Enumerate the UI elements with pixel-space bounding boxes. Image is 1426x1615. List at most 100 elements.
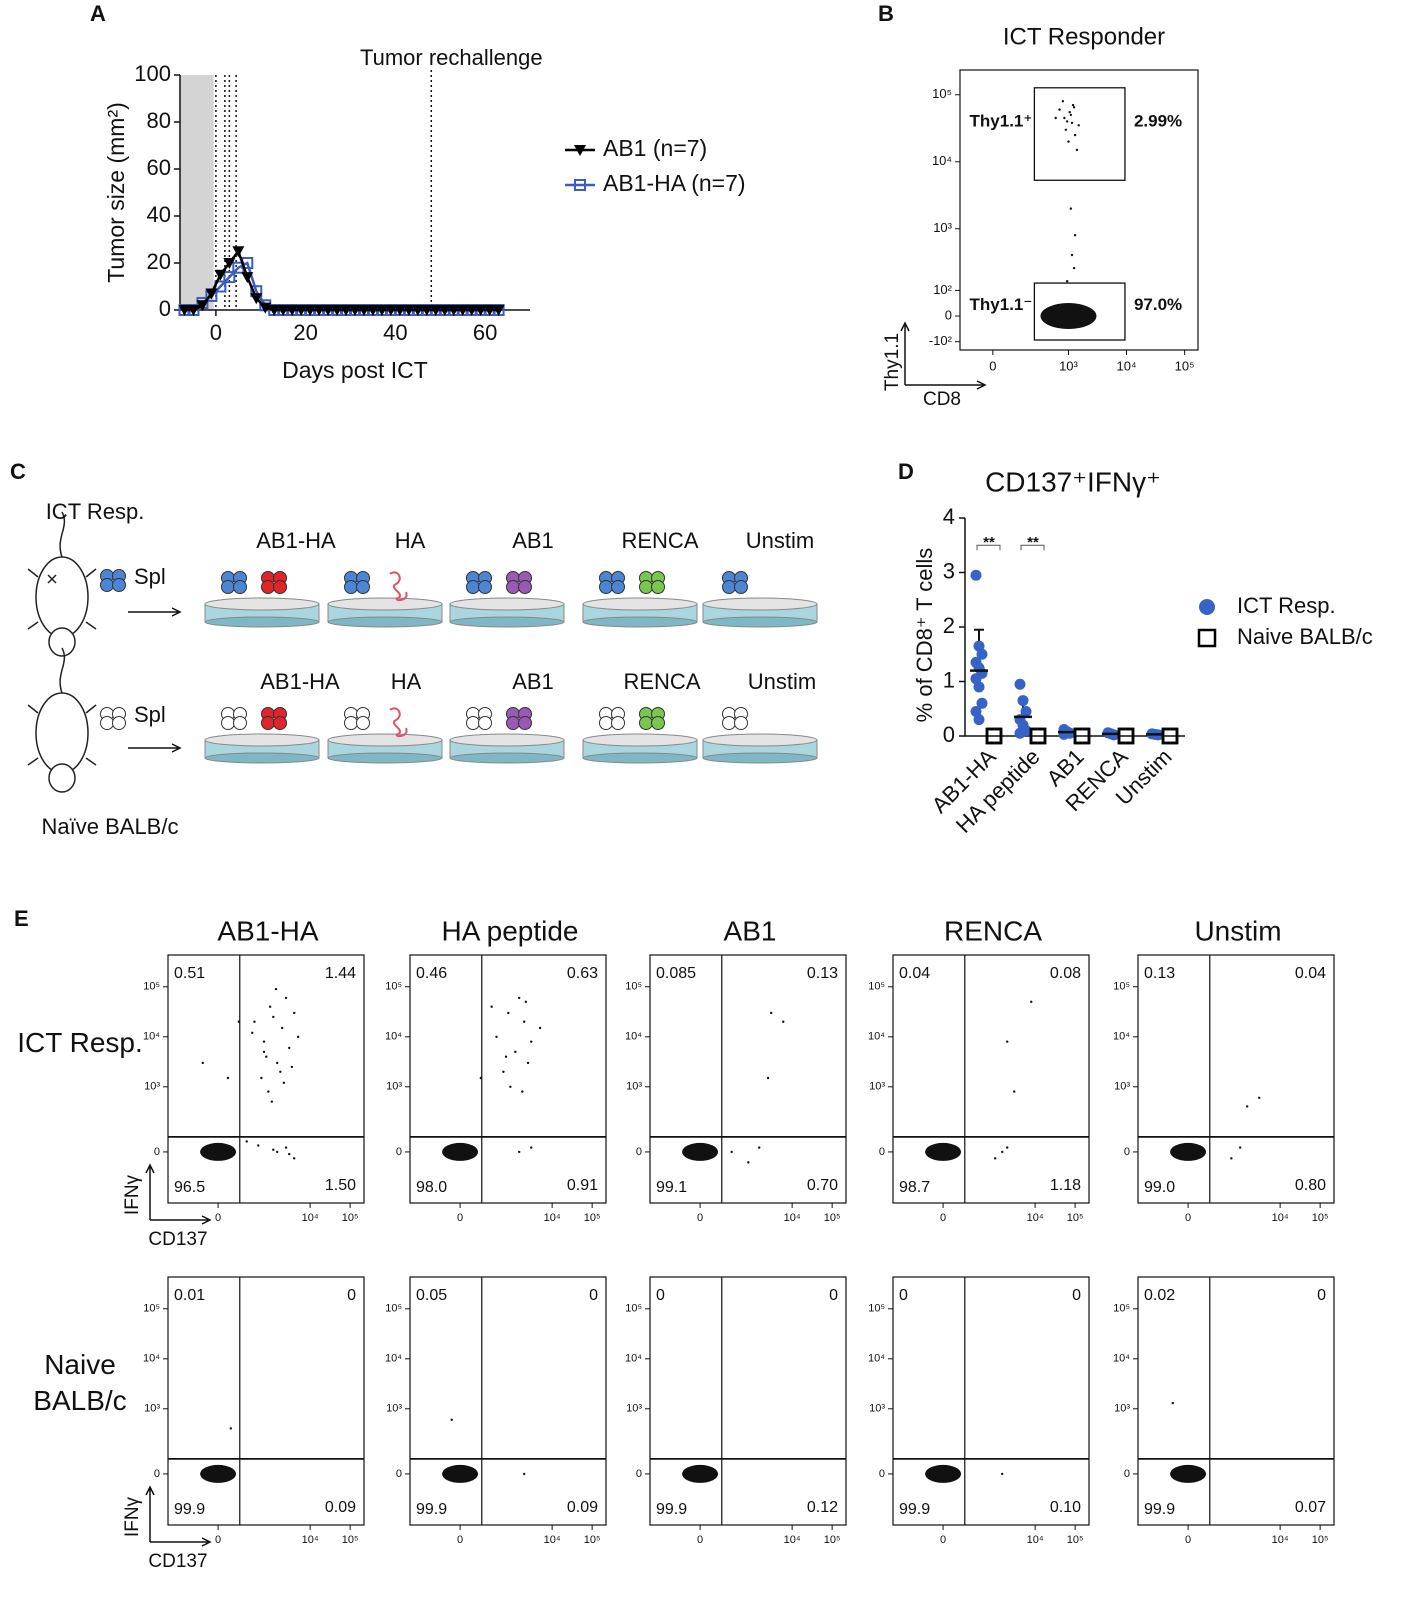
y-tick-label: 10⁵ [932, 86, 952, 101]
event [1067, 140, 1070, 143]
annotation: Tumor rechallenge [360, 45, 543, 70]
mouse-body [35, 692, 89, 774]
x-tick-label: 0 [697, 1212, 703, 1224]
x-tick-label: 0 [940, 1212, 946, 1224]
cell [344, 580, 358, 594]
event [201, 1061, 204, 1065]
arrow [128, 743, 182, 753]
y-tick-label: 10⁴ [625, 1353, 642, 1365]
plot-frame [1137, 1276, 1335, 1526]
y-tick-label: 10⁵ [143, 981, 160, 993]
y-tick-label: 20 [147, 249, 171, 274]
cell [112, 716, 126, 730]
cell [356, 580, 370, 594]
dot [1014, 678, 1026, 690]
y-tick-label: 80 [147, 108, 171, 133]
event [262, 1040, 266, 1043]
event [1073, 133, 1077, 137]
population [1170, 1464, 1207, 1483]
dot [976, 697, 988, 709]
marker [205, 288, 218, 300]
series-line [184, 261, 499, 312]
event [1072, 266, 1076, 270]
y-tick-label: 10⁴ [1113, 1031, 1130, 1043]
chart-title: CD137⁺IFNγ⁺ [985, 466, 1161, 497]
event [265, 1055, 268, 1058]
marker [357, 305, 370, 316]
cell [518, 580, 532, 594]
marker [322, 305, 335, 316]
legend-marker [1199, 599, 1215, 615]
significance-bracket [976, 544, 1001, 551]
dish-bottom [204, 752, 320, 764]
mouse-head [48, 763, 76, 793]
quadrant-value: 0.08 [1050, 965, 1081, 982]
x-tick-label: 10⁴ [1116, 358, 1136, 373]
population [1040, 303, 1097, 330]
legend-label: AB1-HA (n=7) [603, 170, 746, 196]
quadrant-value: 0 [1317, 1287, 1326, 1304]
tumor-mark [47, 574, 57, 584]
plot-frame [167, 954, 365, 1204]
dot [1117, 727, 1135, 745]
quadrant-value: 0.05 [416, 1287, 447, 1304]
quadrant-value: 0.46 [416, 965, 447, 982]
event [290, 1065, 294, 1069]
marker [187, 305, 200, 316]
marker [277, 305, 290, 316]
event [1054, 116, 1057, 120]
x-axis-label: CD137 [148, 1551, 207, 1572]
marker [483, 305, 496, 316]
marker [304, 305, 317, 316]
cell [639, 580, 653, 594]
y-tick-label: 0 [396, 1146, 402, 1158]
event [284, 1146, 288, 1149]
dish-bottom [582, 616, 698, 628]
axes [964, 518, 1185, 737]
gate-name: Thy1.1⁺ [970, 112, 1033, 131]
quadrant-value: 0.10 [1050, 1499, 1081, 1516]
gate [1033, 87, 1126, 181]
y-tick-label: 40 [147, 202, 171, 227]
event [229, 1427, 233, 1430]
y-tick-label: 0 [943, 722, 955, 747]
event [284, 996, 288, 1000]
y-tick-label: 2 [943, 613, 955, 638]
marker [447, 305, 460, 316]
axis-arrow [900, 321, 987, 390]
y-tick-label: 10³ [933, 220, 952, 235]
quadrant-value: 0 [829, 1287, 838, 1304]
quadrant-value: 0.07 [1295, 1499, 1326, 1516]
quadrant-value: 0.01 [174, 1287, 205, 1304]
x-tick-label: 10⁴ [1027, 1212, 1044, 1224]
dot [1014, 727, 1026, 739]
y-tick-label: 10⁵ [625, 981, 642, 993]
legend-label: AB1 (n=7) [603, 135, 707, 161]
x-tick-label: 10⁵ [584, 1534, 601, 1546]
mouse-legs [27, 568, 97, 630]
dish-top [582, 733, 698, 747]
x-tick-label: 10⁴ [302, 1212, 319, 1224]
chart-title: ICT Responder [1003, 23, 1165, 50]
y-axis-label: IFNγ [122, 1496, 143, 1537]
event [502, 1070, 505, 1073]
plot-frame [167, 1276, 365, 1526]
y-axis-label: IFNγ [122, 1174, 143, 1215]
x-tick-label: 10⁴ [784, 1212, 801, 1224]
cell [651, 716, 665, 730]
x-tick-label: 0 [940, 1534, 946, 1546]
y-tick-label: 10⁴ [1113, 1353, 1130, 1365]
marker [465, 305, 478, 316]
quadrant-value: 0 [347, 1287, 356, 1304]
event [282, 1081, 286, 1085]
marker [178, 305, 191, 316]
event [766, 1076, 770, 1080]
dot [1161, 727, 1179, 745]
population [925, 1142, 962, 1161]
quadrant-value: 99.9 [656, 1501, 687, 1518]
y-tick-label: 10⁴ [385, 1353, 402, 1365]
x-tick-label: 10⁵ [1067, 1212, 1084, 1224]
x-tick-label: 10⁵ [342, 1212, 359, 1224]
y-tick-label: 0 [396, 1468, 402, 1480]
